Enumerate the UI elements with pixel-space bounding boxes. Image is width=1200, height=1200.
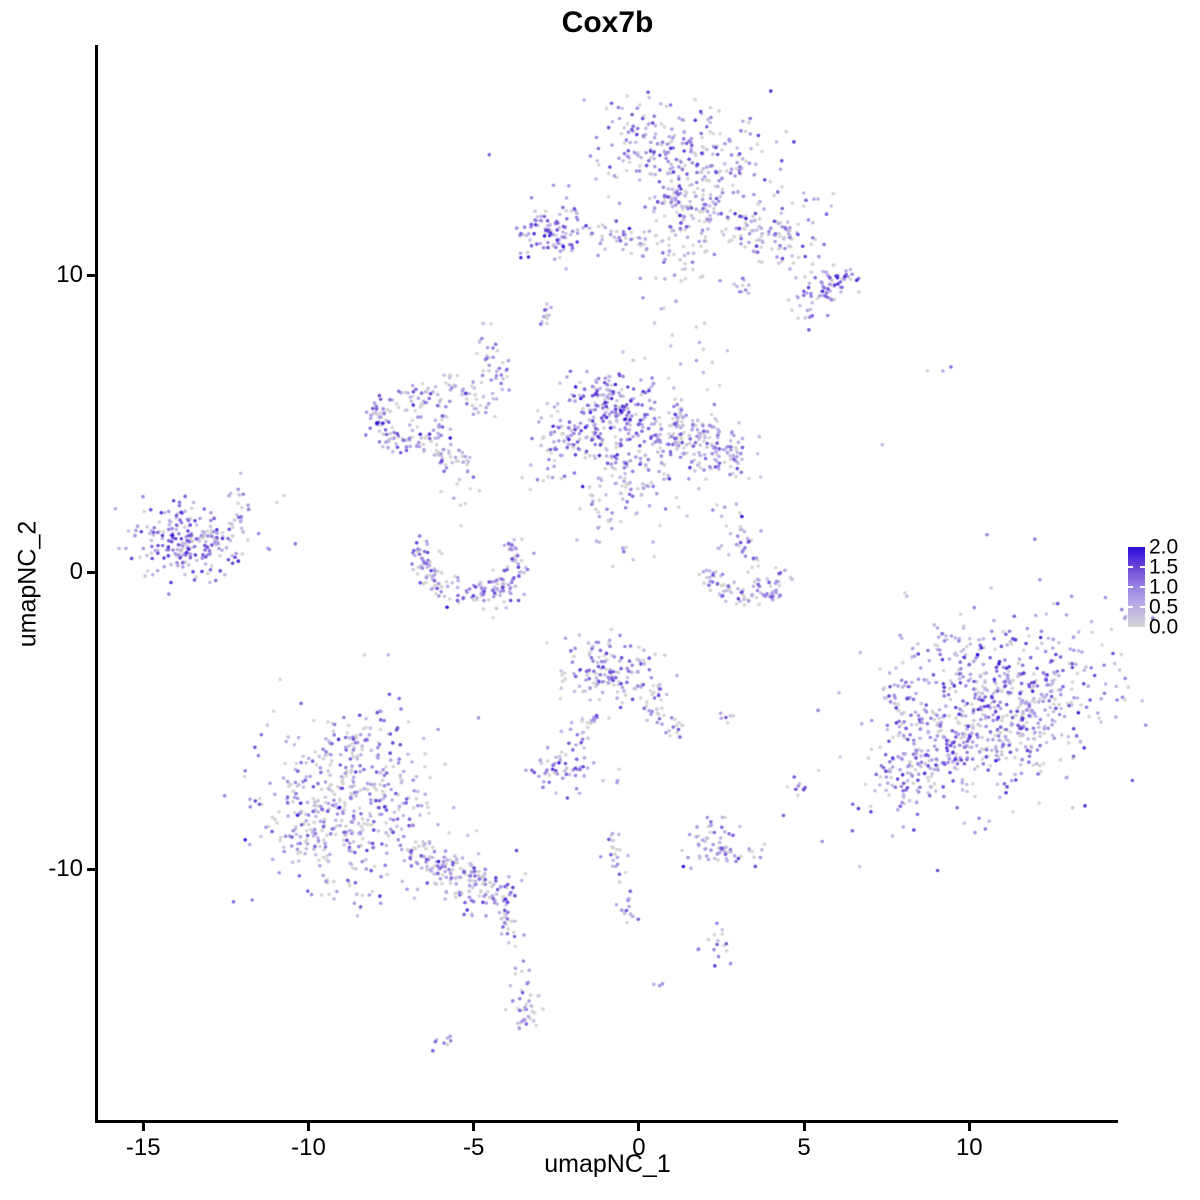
x-tick-label: 5 <box>797 1134 811 1161</box>
x-tick-mark <box>967 1123 971 1131</box>
x-tick-mark <box>472 1123 476 1131</box>
y-tick-mark <box>87 867 95 871</box>
x-axis-label: umapNC_1 <box>544 1150 671 1178</box>
legend-tick-mark <box>1140 566 1145 568</box>
legend-tick-mark <box>1140 586 1145 588</box>
y-tick-label: -10 <box>48 855 83 883</box>
legend-tick-label: 1.5 <box>1149 555 1179 579</box>
x-tick-mark <box>637 1123 641 1131</box>
legend-tick-label: 2.0 <box>1149 535 1179 559</box>
legend-tick-mark <box>1128 566 1133 568</box>
legend-tick-label: 0.5 <box>1149 595 1179 619</box>
legend-gradient-bar <box>1128 547 1145 627</box>
x-axis-line <box>95 1120 1118 1123</box>
x-tick-mark <box>802 1123 806 1131</box>
y-tick-mark <box>87 273 95 277</box>
x-tick-label: -10 <box>291 1134 326 1161</box>
y-tick-label: 0 <box>69 558 83 586</box>
x-tick-label: 0 <box>632 1134 646 1161</box>
legend-tick-label: 0.0 <box>1149 615 1179 639</box>
x-tick-mark <box>141 1123 145 1131</box>
x-tick-label: -5 <box>463 1134 485 1161</box>
legend-tick-label: 1.0 <box>1149 575 1179 599</box>
y-tick-label: 10 <box>56 261 83 289</box>
y-tick-mark <box>87 570 95 574</box>
x-tick-mark <box>306 1123 310 1131</box>
legend-tick-mark <box>1128 586 1133 588</box>
y-axis-label: umapNC_2 <box>13 520 42 648</box>
legend-tick-mark <box>1128 606 1133 608</box>
plot-title: Cox7b <box>561 6 654 39</box>
legend-tick-mark <box>1140 606 1145 608</box>
x-tick-label: 10 <box>955 1134 983 1161</box>
x-tick-label: -15 <box>125 1134 161 1161</box>
y-axis-line <box>95 45 98 1123</box>
